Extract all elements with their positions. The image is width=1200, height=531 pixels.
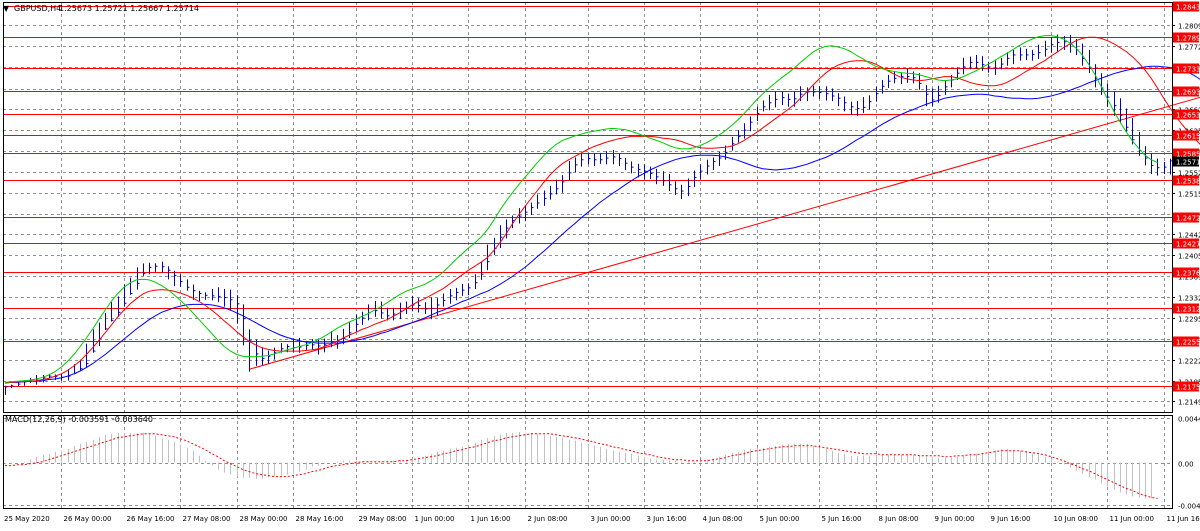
moving-average-line bbox=[5, 66, 1200, 383]
current-price-label: 1.25714 bbox=[1176, 159, 1200, 167]
time-tick-label: 5 Jun 16:00 bbox=[822, 515, 862, 523]
level-tag-label: 1.25382 bbox=[1176, 178, 1200, 186]
level-tag-label: 1.28430 bbox=[1176, 4, 1200, 12]
time-tick-label: 26 May 16:00 bbox=[127, 515, 175, 523]
trendline[interactable] bbox=[249, 2, 1200, 369]
time-tick-label: 11 Jun 00:00 bbox=[1110, 515, 1154, 523]
level-tag-label: 1.24727 bbox=[1176, 215, 1200, 223]
price-tick-label: 1.27720 bbox=[1178, 44, 1200, 52]
macd-tick-label: -0.00426 bbox=[1178, 503, 1200, 511]
price-tick-label: 1.21490 bbox=[1178, 399, 1200, 407]
time-tick-label: 10 Jun 08:00 bbox=[1054, 515, 1098, 523]
macd-tick-label: 0.004494 bbox=[1178, 416, 1200, 424]
time-axis: 25 May 2020 26 May 00:00 26 May 16:00 27 Ma… bbox=[4, 515, 1200, 523]
time-tick-label: 9 Jun 16:00 bbox=[991, 515, 1031, 523]
trendline-layer bbox=[249, 2, 1200, 369]
price-tick-label: 1.24050 bbox=[1178, 253, 1200, 261]
level-tag-label: 1.26539 bbox=[1176, 112, 1200, 120]
time-tick-label: 25 May 2020 bbox=[4, 515, 50, 523]
symbol-label: GBPUSD,H4 bbox=[14, 4, 61, 13]
time-tick-label: 11 Jun 16:00 bbox=[1167, 515, 1200, 523]
time-tick-label: 28 May 00:00 bbox=[240, 515, 288, 523]
level-tag-label: 1.23124 bbox=[1176, 306, 1200, 314]
time-tick-label: 1 Jun 16:00 bbox=[471, 515, 511, 523]
time-tick-label: 27 May 08:00 bbox=[183, 515, 231, 523]
time-tick-label: 8 Jun 08:00 bbox=[879, 515, 919, 523]
price-axis: 1.280901.277201.273501.269801.266201.262… bbox=[1172, 2, 1200, 511]
level-tag-label: 1.24275 bbox=[1176, 241, 1200, 249]
grid bbox=[3, 2, 1172, 508]
time-tick-label: 5 Jun 00:00 bbox=[760, 515, 800, 523]
price-tick-label: 1.24420 bbox=[1178, 232, 1200, 240]
price-tick-label: 1.22220 bbox=[1178, 358, 1200, 366]
macd-label: MACD(12,26,9) -0.003591 -0.003640 bbox=[5, 415, 153, 424]
time-tick-label: 4 Jun 08:00 bbox=[703, 515, 743, 523]
price-tick-label: 1.28090 bbox=[1178, 23, 1200, 31]
ohlc-readout: 1.25673 1.25721 1.25667 1.25714 bbox=[59, 4, 199, 13]
time-tick-label: 26 May 00:00 bbox=[64, 515, 112, 523]
time-tick-label: 9 Jun 00:00 bbox=[935, 515, 975, 523]
time-tick-label: 3 Jun 16:00 bbox=[647, 515, 687, 523]
time-tick-label: 2 Jun 08:00 bbox=[528, 515, 568, 523]
price-tick-label: 1.25150 bbox=[1178, 191, 1200, 199]
level-tag-label: 1.26935 bbox=[1176, 89, 1200, 97]
level-tag-label: 1.23767 bbox=[1176, 270, 1200, 278]
horizontal-levels bbox=[3, 7, 1172, 387]
time-tick-label: 28 May 16:00 bbox=[296, 515, 344, 523]
triangle-down-icon[interactable]: ▼ bbox=[3, 4, 10, 13]
price-tick-label: 1.23320 bbox=[1178, 295, 1200, 303]
price-tick-label: 1.22950 bbox=[1178, 316, 1200, 324]
time-tick-label: 1 Jun 00:00 bbox=[415, 515, 455, 523]
level-tag-label: 1.27336 bbox=[1176, 66, 1200, 74]
level-tag-label: 1.22555 bbox=[1176, 339, 1200, 347]
time-tick-label: 3 Jun 00:00 bbox=[591, 515, 631, 523]
macd-indicator bbox=[5, 432, 1158, 499]
level-tag-label: 1.26157 bbox=[1176, 133, 1200, 141]
time-tick-label: 29 May 08:00 bbox=[359, 515, 407, 523]
moving-average-line bbox=[5, 36, 1158, 383]
level-tag-label: 1.21759 bbox=[1176, 384, 1200, 392]
macd-tick-label: 0.00 bbox=[1178, 461, 1194, 469]
